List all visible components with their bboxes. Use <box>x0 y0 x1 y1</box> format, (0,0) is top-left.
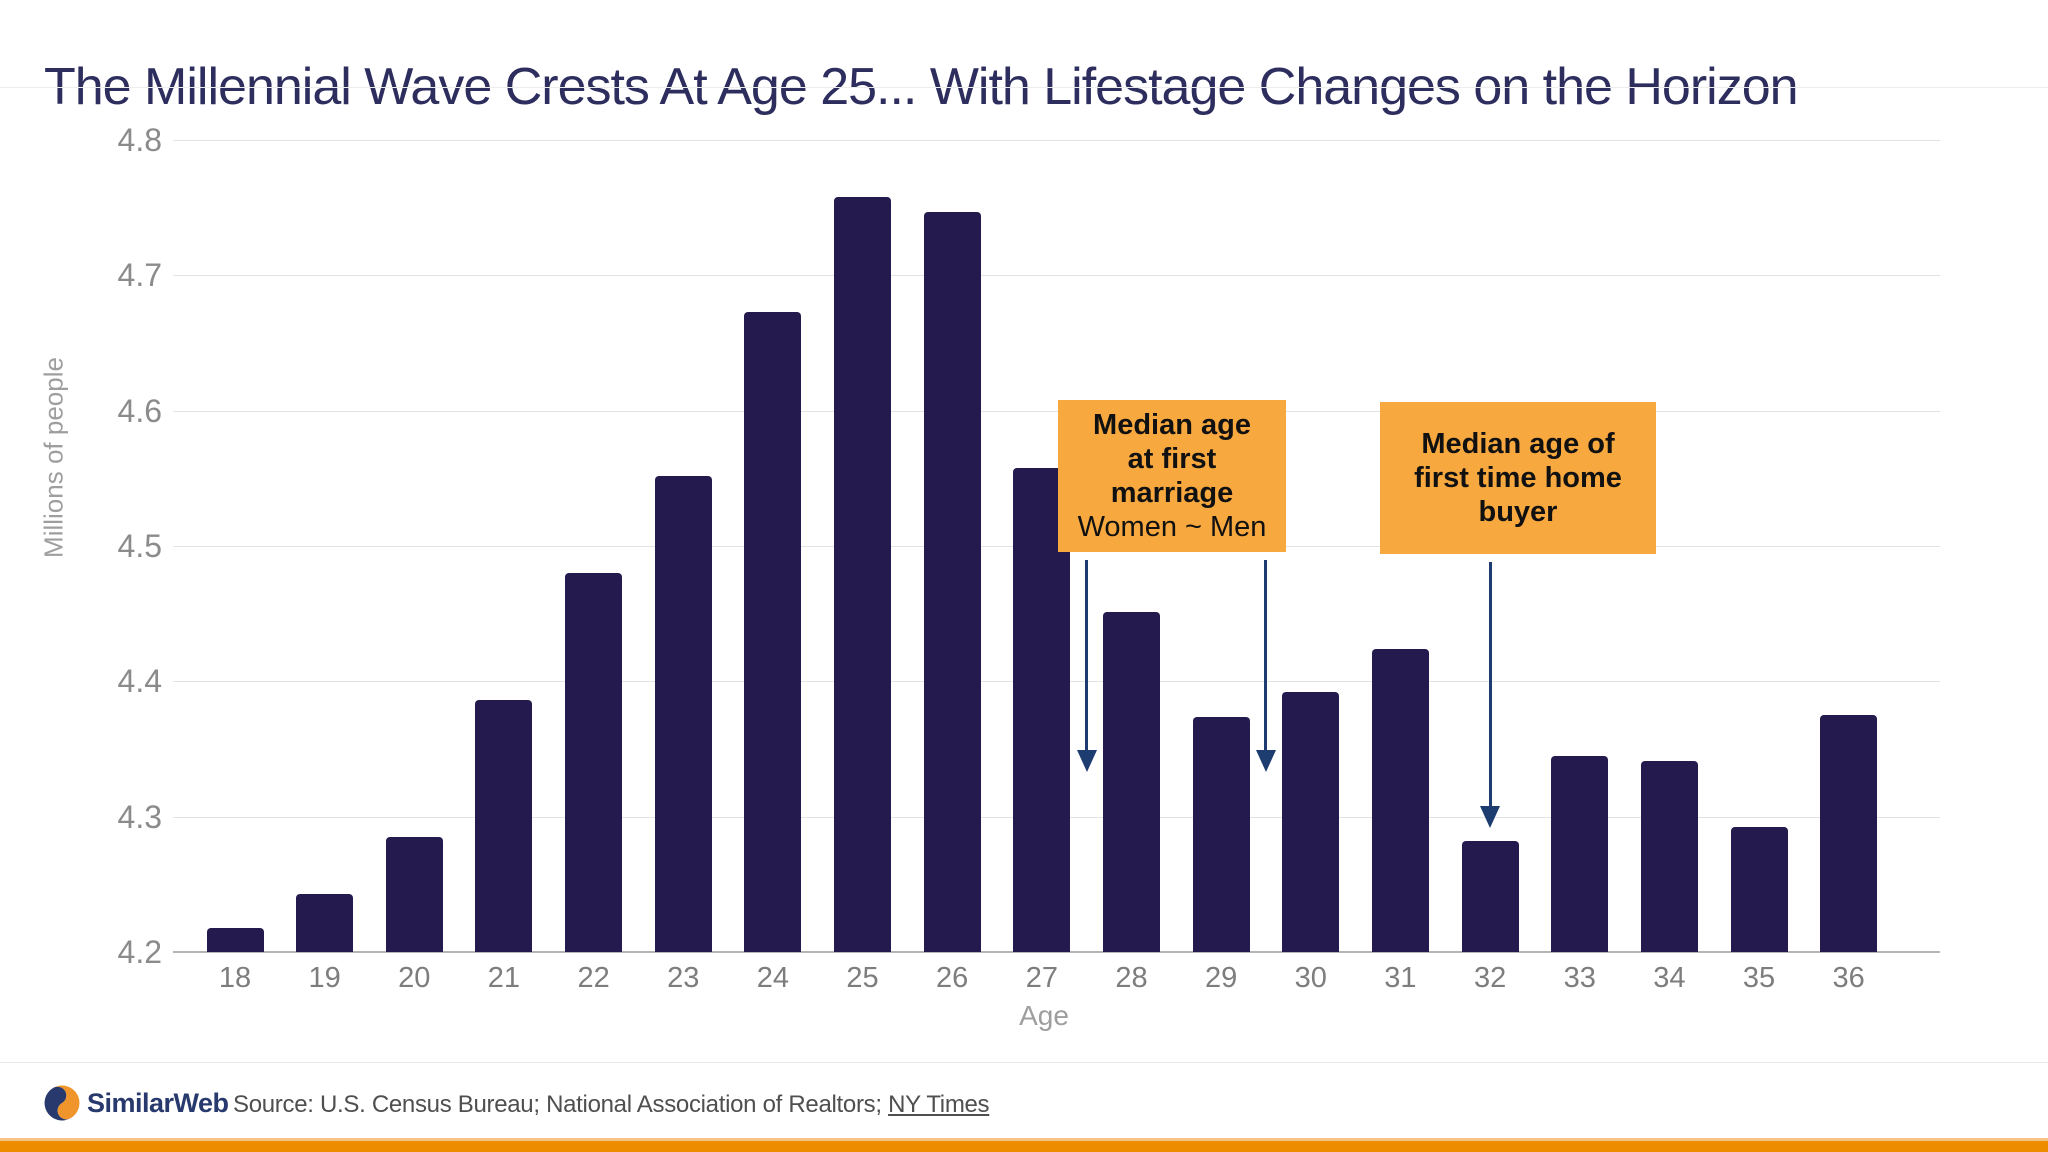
bar-age-24 <box>744 311 802 952</box>
bar-age-35 <box>1730 827 1788 952</box>
x-tick-label-18: 18 <box>218 962 252 994</box>
y-tick-label-4.5: 4.5 <box>117 528 162 564</box>
x-tick-label-22: 22 <box>577 962 610 994</box>
x-tick-label-25: 25 <box>846 962 879 994</box>
x-tick-label-28: 28 <box>1115 962 1148 994</box>
bar-age-25 <box>834 196 892 952</box>
x-tick-label-19: 19 <box>308 962 341 994</box>
gridline-4.7 <box>173 275 1940 277</box>
x-tick-label-36: 36 <box>1832 962 1865 994</box>
annotation-first-home-buyer-line-0: Median age of <box>1421 428 1615 460</box>
bar-age-18 <box>206 927 264 952</box>
bar-age-19 <box>296 893 354 952</box>
logo-text: SimilarWeb <box>87 1087 229 1118</box>
bar-age-20 <box>385 836 443 952</box>
annotation-first-home-buyer-line-1: first time home <box>1414 462 1622 494</box>
x-tick-label-31: 31 <box>1384 962 1417 994</box>
ny-times-link[interactable]: NY Times <box>888 1091 990 1118</box>
x-tick-label-23: 23 <box>667 962 700 994</box>
similarweb-swirl-icon <box>44 1085 80 1121</box>
annotation-median-marriage-line-1: at first <box>1127 443 1217 475</box>
y-tick-label-4.2: 4.2 <box>117 934 162 970</box>
bar-age-28 <box>1103 612 1160 952</box>
bar-age-22 <box>565 573 623 952</box>
annotation-median-marriage-subline-0: Women ~ Men <box>1077 511 1267 543</box>
x-tick-label-30: 30 <box>1294 962 1327 994</box>
x-tick-label-29: 29 <box>1205 962 1238 994</box>
chart-title: The Millennial Wave Crests At Age 25... … <box>44 57 1799 116</box>
y-tick-label-4.6: 4.6 <box>117 392 162 429</box>
bar-age-21 <box>475 700 533 952</box>
annotation-arrow-median-marriage <box>1264 560 1268 750</box>
x-tick-label-26: 26 <box>936 962 969 994</box>
source-text: Source: U.S. Census Bureau; National Ass… <box>233 1091 889 1118</box>
source-line: Source: U.S. Census Bureau; National Ass… <box>233 1091 990 1119</box>
x-tick-label-35: 35 <box>1742 962 1776 994</box>
annotation-arrow-first-home-buyer <box>1488 562 1492 806</box>
y-axis-title: Millions of people <box>38 357 69 558</box>
annotation-first-home-buyer-line-2: buyer <box>1478 496 1558 528</box>
bar-age-33 <box>1551 755 1609 952</box>
header-divider <box>0 87 2048 88</box>
annotation-arrowhead-first-home-buyer <box>1480 806 1501 828</box>
x-tick-label-21: 21 <box>487 962 521 994</box>
x-tick-label-32: 32 <box>1473 962 1507 994</box>
annotation-first-home-buyer: Median age of first time home buyer <box>1380 402 1656 554</box>
bar-age-36 <box>1820 715 1878 952</box>
annotation-median-marriage: Median age at first marriage Women ~ Men <box>1058 400 1286 552</box>
bar-age-34 <box>1640 761 1698 952</box>
annotation-median-marriage-line-0: Median age <box>1093 409 1251 441</box>
x-tick-label-20: 20 <box>398 962 431 994</box>
gridline-4.2 <box>173 951 1940 953</box>
y-tick-label-4.4: 4.4 <box>117 663 162 700</box>
x-tick-label-24: 24 <box>756 962 790 994</box>
bar-age-23 <box>654 475 712 952</box>
bar-age-29 <box>1192 716 1250 952</box>
x-tick-label-34: 34 <box>1653 962 1686 994</box>
gridline-4.8 <box>173 140 1940 141</box>
footer-divider <box>0 1062 2048 1063</box>
annotation-arrowhead-median-marriage <box>1255 750 1276 772</box>
gridline-4.6 <box>173 410 1940 412</box>
bar-age-30 <box>1282 692 1340 952</box>
x-axis-title: Age <box>1019 1000 1069 1031</box>
x-tick-label-27: 27 <box>1025 962 1058 994</box>
y-tick-label-4.7: 4.7 <box>117 257 162 294</box>
annotation-median-marriage-line-2: marriage <box>1110 477 1234 509</box>
bar-age-31 <box>1371 648 1429 952</box>
y-tick-label-4.3: 4.3 <box>117 798 162 835</box>
brand-accent-bar <box>0 1138 2048 1152</box>
bar-age-26 <box>923 211 981 952</box>
similarweb-logo: SimilarWeb <box>43 1084 229 1122</box>
annotation-arrowhead-median-marriage <box>1076 750 1097 772</box>
annotation-arrow-median-marriage <box>1085 560 1089 750</box>
x-tick-label-33: 33 <box>1563 962 1596 994</box>
y-tick-label-4.8: 4.8 <box>117 122 162 158</box>
bar-age-32 <box>1461 841 1519 952</box>
